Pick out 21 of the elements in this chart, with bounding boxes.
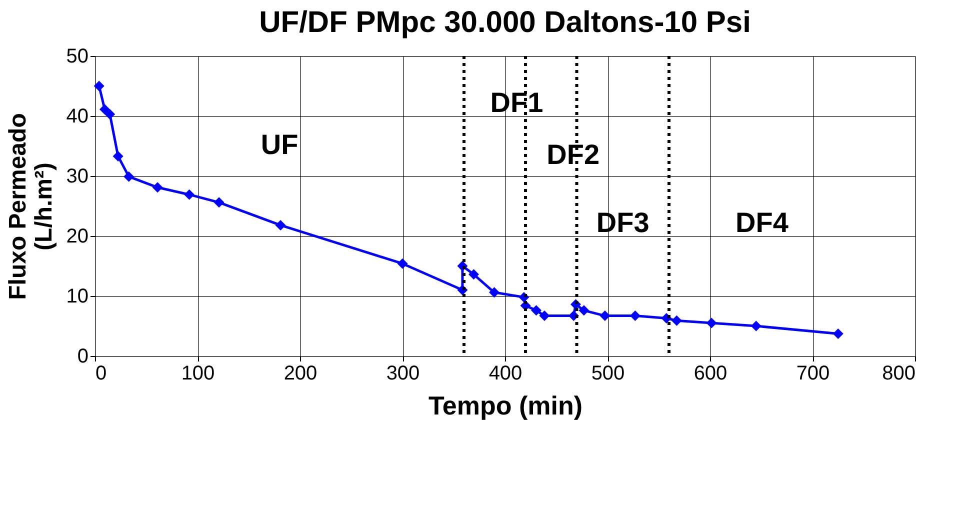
- x-tick-label: 200: [284, 362, 318, 384]
- y-tick-label: 30: [66, 166, 88, 188]
- x-axis-title: Tempo (min): [428, 390, 583, 420]
- y-tick-label: 50: [66, 46, 88, 68]
- chart-title: UF/DF PMpc 30.000 Daltons-10 Psi: [259, 6, 751, 39]
- x-tick-label: 800: [882, 362, 916, 384]
- annotation: DF4: [736, 207, 789, 238]
- x-tick-label: 0: [96, 362, 107, 384]
- x-tick-label: 500: [591, 362, 625, 384]
- x-tick-label: 600: [694, 362, 728, 384]
- x-tick-label: 100: [181, 362, 215, 384]
- y-tick-label: 10: [66, 286, 88, 308]
- y-axis-title: Fluxo Permeado (L/h.m²): [4, 113, 58, 300]
- x-tick-label: 400: [488, 362, 522, 384]
- x-tick-label: 300: [386, 362, 420, 384]
- x-tick-label: 700: [796, 362, 830, 384]
- annotation: UF: [260, 129, 298, 160]
- annotation: DF2: [546, 139, 600, 170]
- y-tick-label: 0: [77, 346, 88, 368]
- y-tick-label: 20: [66, 226, 88, 248]
- y-tick-label: 40: [66, 106, 88, 128]
